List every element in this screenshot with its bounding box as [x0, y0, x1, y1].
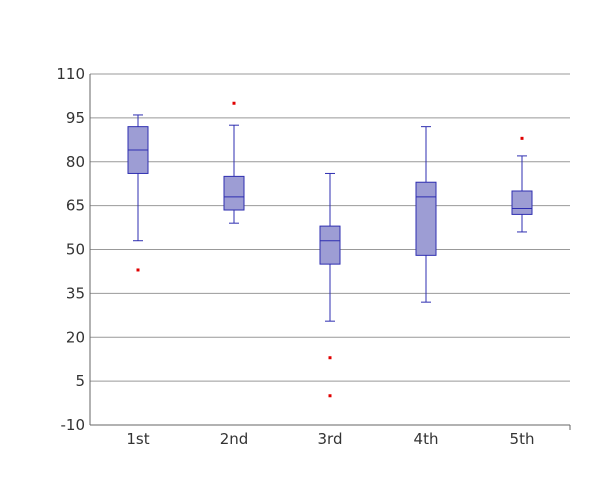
y-tick-label: -10 — [61, 416, 86, 434]
outlier-point — [520, 136, 524, 140]
outlier-point — [232, 101, 236, 105]
outlier-point — [328, 356, 332, 360]
axes — [89, 74, 571, 430]
box-iqr — [415, 181, 437, 256]
x-tick-label: 2nd — [220, 430, 249, 448]
y-tick-label: 50 — [66, 241, 85, 259]
box-iqr — [319, 225, 341, 265]
box-1st — [127, 114, 149, 272]
outlier-point — [328, 394, 332, 398]
box-2nd — [223, 101, 245, 224]
x-tick-label: 1st — [126, 430, 149, 448]
box-4th — [415, 126, 437, 303]
y-tick-label: 80 — [66, 153, 85, 171]
box-iqr — [223, 175, 245, 211]
outlier-point — [136, 268, 140, 272]
box-series — [127, 101, 533, 398]
box-3rd — [319, 172, 341, 398]
x-tick-label: 5th — [510, 430, 535, 448]
y-tick-label: 65 — [66, 197, 85, 215]
y-tick-labels: -10 5 20 35 50 65 80 95 110 — [56, 65, 85, 434]
x-tick-label: 3rd — [318, 430, 343, 448]
y-tick-label: 5 — [75, 372, 85, 390]
x-tick-label: 4th — [414, 430, 439, 448]
box-5th — [511, 136, 533, 233]
y-tick-label: 110 — [56, 65, 85, 83]
y-tick-label: 20 — [66, 328, 85, 346]
box-iqr — [511, 190, 533, 215]
x-tick-labels: 1st 2nd 3rd 4th 5th — [126, 430, 534, 448]
y-tick-label: 95 — [66, 109, 85, 127]
y-tick-label: 35 — [66, 284, 85, 302]
